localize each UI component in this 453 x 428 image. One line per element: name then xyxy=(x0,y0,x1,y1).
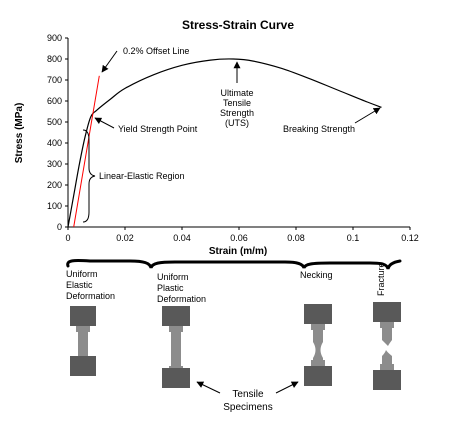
x-tick-label: 0.08 xyxy=(287,233,305,243)
y-tick-label: 100 xyxy=(47,201,62,211)
specimen-shoulder-bottom xyxy=(380,364,394,370)
annotation-offset-line: 0.2% Offset Line xyxy=(101,46,189,73)
stage-uniform-elastic-line-2: Elastic xyxy=(66,280,93,290)
specimen-gauge-lower-half xyxy=(382,350,392,364)
elastic-label: Linear-Elastic Region xyxy=(99,171,185,181)
y-ticks: 0 100 200 300 400 500 600 700 800 900 xyxy=(47,33,68,232)
specimen-shoulder-top xyxy=(169,326,183,332)
uts-label-line-1: Ultimate xyxy=(220,88,253,98)
x-tick-label: 0.1 xyxy=(347,233,360,243)
specimen-necking xyxy=(304,304,332,386)
y-tick-label: 0 xyxy=(57,222,62,232)
y-tick-label: 300 xyxy=(47,159,62,169)
annotation-elastic: Linear-Elastic Region xyxy=(82,129,185,223)
yield-label: Yield Strength Point xyxy=(118,124,198,134)
y-tick-label: 600 xyxy=(47,96,62,106)
uts-label-line-2: Tensile xyxy=(223,98,251,108)
y-axis-label: Stress (MPa) xyxy=(14,103,25,164)
specimens-arrow-left xyxy=(196,381,221,394)
y-tick-label: 700 xyxy=(47,75,62,85)
stage-fracture: Fracture xyxy=(376,262,386,296)
specimen-gauge-upper-half xyxy=(382,328,392,346)
specimen-grip-top xyxy=(162,306,190,326)
y-tick-label: 800 xyxy=(47,54,62,64)
breaking-arrow xyxy=(354,107,381,124)
y-tick-label: 500 xyxy=(47,117,62,127)
x-tick-label: 0.12 xyxy=(401,233,419,243)
specimen-grip-bottom xyxy=(373,370,401,390)
stage-uniform-plastic-line-1: Uniform xyxy=(157,272,189,282)
stage-uniform-elastic-line-1: Uniform xyxy=(66,269,98,279)
offset-line-arrow xyxy=(101,50,118,73)
specimen-gauge xyxy=(78,332,88,356)
specimen-fracture xyxy=(373,302,401,390)
x-tick-label: 0.06 xyxy=(230,233,248,243)
yield-arrow xyxy=(94,117,115,129)
breaking-label: Breaking Strength xyxy=(283,124,355,134)
y-tick-label: 400 xyxy=(47,138,62,148)
stage-necking: Necking xyxy=(300,270,333,280)
x-tick-label: 0.02 xyxy=(116,233,134,243)
x-axis-label: Strain (m/m) xyxy=(209,246,267,257)
stage-uniform-plastic-line-2: Plastic xyxy=(157,283,184,293)
specimens-label-line-1: Tensile xyxy=(232,389,264,400)
uts-label-line-4: (UTS) xyxy=(225,118,249,128)
stage-uniform-elastic-line-3: Deformation xyxy=(66,291,115,301)
specimen-shoulder-top xyxy=(76,326,90,332)
x-tick-label: 0.04 xyxy=(173,233,191,243)
specimen-shoulder-top xyxy=(311,324,325,330)
stage-uniform-plastic: Uniform Plastic Deformation xyxy=(157,272,206,304)
annotation-breaking: Breaking Strength xyxy=(283,107,381,134)
stage-uniform-plastic-line-3: Deformation xyxy=(157,294,206,304)
specimens-arrow-right xyxy=(275,381,299,394)
specimen-grip-top xyxy=(70,306,96,326)
specimen-gauge xyxy=(171,332,181,366)
annotation-uts: Ultimate Tensile Strength (UTS) xyxy=(220,61,254,128)
y-tick-label: 900 xyxy=(47,33,62,43)
specimen-grip-bottom xyxy=(304,366,332,386)
specimen-grip-bottom xyxy=(162,368,190,388)
uts-label-line-3: Strength xyxy=(220,108,254,118)
y-tick-label: 200 xyxy=(47,180,62,190)
x-ticks: 0 0.02 0.04 0.06 0.08 0.1 0.12 xyxy=(65,227,419,243)
offset-line xyxy=(73,75,100,228)
stress-strain-line xyxy=(67,58,382,228)
elastic-brace xyxy=(82,129,96,223)
specimens-label-line-2: Specimens xyxy=(223,402,272,413)
stage-uniform-elastic: Uniform Elastic Deformation xyxy=(66,269,115,301)
annotation-yield: Yield Strength Point xyxy=(94,117,198,134)
offset-line-label: 0.2% Offset Line xyxy=(123,46,189,56)
specimen-shoulder-top xyxy=(380,322,394,328)
specimen-grip-top xyxy=(373,302,401,322)
specimen-uniform-elastic xyxy=(70,306,96,376)
specimen-grip-top xyxy=(304,304,332,324)
chart-series xyxy=(67,58,382,228)
stage-brace xyxy=(66,259,402,270)
specimen-gauge-necked xyxy=(313,330,323,360)
x-tick-label: 0 xyxy=(65,233,70,243)
specimen-grip-bottom xyxy=(70,356,96,376)
specimen-uniform-plastic xyxy=(162,306,190,388)
chart-title: Stress-Strain Curve xyxy=(182,18,294,32)
specimen-shoulder-bottom xyxy=(311,360,325,366)
